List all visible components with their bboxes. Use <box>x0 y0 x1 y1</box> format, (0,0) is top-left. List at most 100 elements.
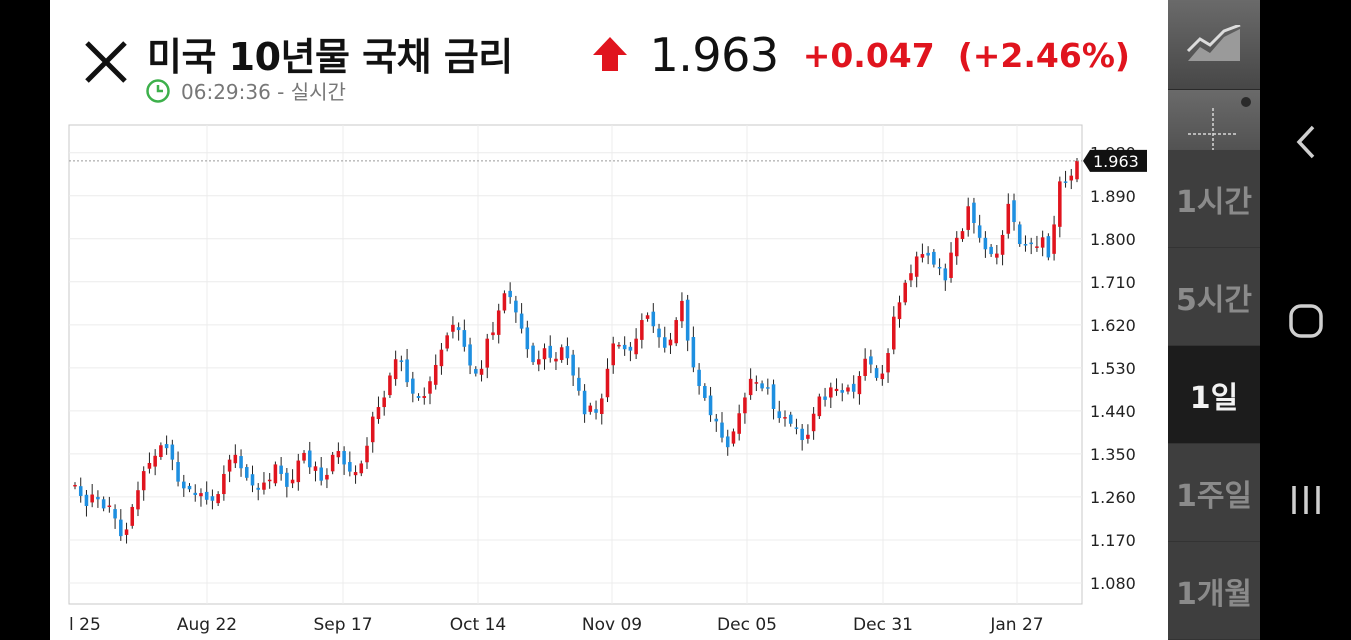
candle-body <box>422 396 427 398</box>
last-price: 1.963 <box>649 28 779 82</box>
candle-body <box>78 486 83 496</box>
candle-body <box>886 353 890 373</box>
candle-body <box>531 345 535 363</box>
period-button-0[interactable]: 1시간 <box>1168 150 1260 248</box>
candle-body <box>817 396 822 417</box>
close-button[interactable] <box>80 36 132 88</box>
candle-body <box>989 246 993 255</box>
x-tick-label: Nov 09 <box>582 615 642 635</box>
candle-body <box>256 487 260 490</box>
candle-body <box>651 311 656 327</box>
last-price-label: 1.963 <box>1093 152 1139 171</box>
candle-body <box>124 529 129 535</box>
nav-recents-button[interactable] <box>1260 470 1351 530</box>
candle-body <box>468 344 472 366</box>
candle-body <box>296 460 301 483</box>
candle-body <box>365 445 369 463</box>
candle-body <box>411 378 415 394</box>
candle-body <box>119 519 123 537</box>
candle-body <box>932 251 936 265</box>
candle-body <box>508 290 512 298</box>
candle-body <box>869 356 873 365</box>
candle-body <box>954 237 959 257</box>
candle-body <box>565 346 570 359</box>
candle-body <box>399 360 404 362</box>
y-tick-label: 1.890 <box>1090 187 1136 206</box>
period-button-4[interactable]: 1개월 <box>1168 542 1260 640</box>
candle-body <box>250 474 255 486</box>
nav-home-button[interactable] <box>1260 291 1351 351</box>
instrument-title: 미국 10년물 국채 금리 <box>147 35 513 79</box>
candle-body <box>720 422 724 438</box>
candle-body <box>474 369 478 374</box>
candle-body <box>445 335 449 349</box>
x-tick-label: Sep 17 <box>313 615 372 635</box>
y-tick-label: 1.350 <box>1090 445 1136 464</box>
candle-body <box>571 354 575 376</box>
candle-body <box>279 465 283 474</box>
candle-body <box>1046 236 1051 258</box>
candle-body <box>439 349 444 367</box>
candle-body <box>788 414 793 424</box>
candle-body <box>800 428 804 441</box>
period-button-2[interactable]: 1일 <box>1168 346 1260 444</box>
candle-body <box>783 417 787 419</box>
candle-body <box>617 344 621 347</box>
candle-body <box>697 369 701 387</box>
candlestick-chart[interactable]: 1.9801.8901.8001.7101.6201.5301.4401.350… <box>50 118 1168 640</box>
candle-body <box>743 397 747 414</box>
candle-body <box>909 273 913 281</box>
period-button-1[interactable]: 5시간 <box>1168 248 1260 346</box>
candle-body <box>834 388 839 392</box>
clock-icon <box>146 78 170 103</box>
candle-body <box>542 348 547 360</box>
candle-body <box>588 405 593 412</box>
y-tick-label: 1.260 <box>1090 488 1136 507</box>
candle-body <box>680 300 684 322</box>
candle-body <box>130 506 135 526</box>
candle-body <box>90 494 94 503</box>
candle-body <box>880 373 885 380</box>
candle-body <box>222 473 226 495</box>
candle-body <box>857 375 862 395</box>
candle-body <box>101 499 106 509</box>
candle-body <box>502 293 507 311</box>
candle-body <box>708 395 713 416</box>
y-tick-label: 1.080 <box>1090 574 1136 593</box>
candle-body <box>376 407 381 419</box>
close-icon <box>85 41 127 83</box>
nav-back-button[interactable] <box>1260 112 1351 172</box>
chart-svg: 1.9801.8901.8001.7101.6201.5301.4401.350… <box>68 124 1147 635</box>
candle-body <box>949 252 953 278</box>
candle-body <box>1006 203 1011 234</box>
candle-body <box>370 416 375 443</box>
candle-body <box>599 398 604 414</box>
period-button-3[interactable]: 1주일 <box>1168 444 1260 542</box>
candle-body <box>388 375 392 396</box>
candle-body <box>640 320 644 340</box>
candle-body <box>559 347 564 360</box>
price-block: 1.963 +0.047 (+2.46%) <box>591 28 1130 82</box>
candle-body <box>685 299 690 341</box>
candle-body <box>777 411 782 419</box>
plot-frame <box>68 124 1083 605</box>
candle-body <box>239 456 243 469</box>
candle-body <box>1000 234 1005 255</box>
candle-body <box>359 463 364 474</box>
right-toolbar: 1시간 5시간 1일 1주일 1개월 <box>1168 0 1260 640</box>
candle-body <box>1023 244 1028 246</box>
candle-body <box>485 338 490 368</box>
candle-body <box>691 337 696 368</box>
candle-body <box>537 359 541 365</box>
candle-body <box>829 387 833 398</box>
candle-body <box>725 436 730 448</box>
back-icon <box>1296 125 1314 159</box>
candle-body <box>966 206 970 230</box>
system-nav-bar <box>1260 0 1351 640</box>
recents-icon <box>1291 486 1320 514</box>
chart-type-button[interactable] <box>1168 0 1260 90</box>
candle-body <box>937 266 942 269</box>
candle-body <box>731 431 736 444</box>
candle-body <box>662 337 667 348</box>
